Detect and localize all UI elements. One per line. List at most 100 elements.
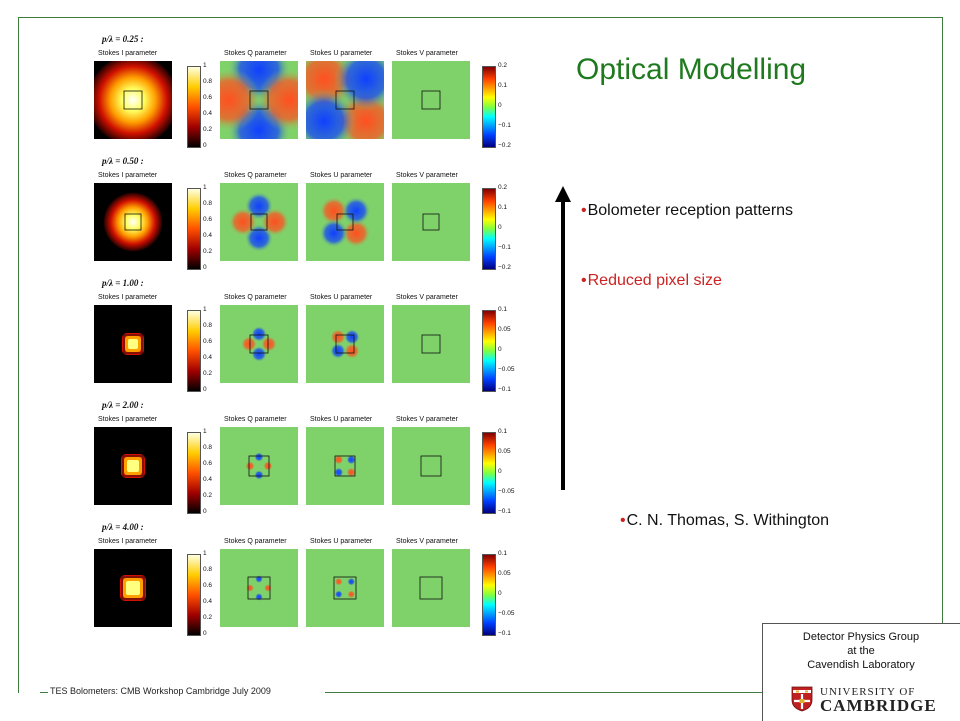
- polarization-colorbar: [482, 432, 496, 514]
- colorbar-tick-label: 0.6: [203, 460, 213, 467]
- bullet-text: C. N. Thomas, S. Withington: [626, 512, 830, 529]
- panel-title: Stokes V parameter: [396, 50, 458, 57]
- frame-bottom-rule-left: [40, 692, 48, 693]
- colorbar-tick-label: 0: [498, 346, 502, 353]
- frame-right-rule: [942, 17, 943, 623]
- group-line-1: Detector Physics Group: [802, 631, 920, 643]
- colorbar-tick-label: 0: [203, 630, 207, 637]
- stokes-row: p/λ = 1.00 : Stokes I parameter Stokes Q p…: [86, 272, 514, 394]
- up-arrow-shaft: [561, 200, 565, 490]
- colorbar-tick-label: 0.2: [203, 614, 213, 621]
- colorbar-tick-label: 1: [203, 184, 207, 191]
- colorbar-tick-label: 0: [203, 142, 207, 149]
- panel-title: Stokes I parameter: [98, 294, 158, 301]
- bullet-dot: •: [620, 512, 626, 529]
- colorbar-tick-label: 0.1: [498, 306, 508, 313]
- row-label: p/λ = 1.00 :: [102, 278, 144, 288]
- intensity-colorbar: [187, 188, 201, 270]
- colorbar-tick-label: 1: [203, 306, 207, 313]
- colorbar-tick-label: −0.05: [498, 366, 515, 373]
- row-label: p/λ = 0.50 :: [102, 156, 144, 166]
- stokes-v-panel: [392, 305, 470, 383]
- row-label: p/λ = 2.00 :: [102, 400, 144, 410]
- stokes-row: p/λ = 2.00 : Stokes I parameter Stokes Q p…: [86, 394, 514, 516]
- bullet-text: Bolometer reception patterns: [587, 202, 794, 219]
- intensity-colorbar: [187, 554, 201, 636]
- panel-title: Stokes I parameter: [98, 538, 158, 545]
- stokes-v-panel: [392, 183, 470, 261]
- colorbar-tick-label: 0: [498, 590, 502, 597]
- panel-title: Stokes V parameter: [396, 538, 458, 545]
- colorbar-tick-label: 0.8: [203, 566, 213, 573]
- colorbar-tick-label: 0: [203, 386, 207, 393]
- university-of-text: UNIVERSITY OF: [820, 686, 916, 698]
- intensity-colorbar: [187, 310, 201, 392]
- stokes-v-panel: [392, 549, 470, 627]
- colorbar-tick-label: 0.8: [203, 444, 213, 451]
- stokes-row: p/λ = 0.50 : Stokes I parameter Stokes Q p…: [86, 150, 514, 272]
- stokes-q-panel: [220, 61, 298, 139]
- up-arrow-head: [555, 186, 571, 202]
- stokes-row: p/λ = 0.25 : Stokes I parameter Stokes Q p…: [86, 28, 514, 150]
- colorbar-tick-label: 0.05: [498, 448, 511, 455]
- panel-title: Stokes I parameter: [98, 50, 158, 57]
- stokes-parameter-figure: p/λ = 0.25 : Stokes I parameter Stokes Q p…: [86, 28, 514, 642]
- colorbar-tick-label: −0.1: [498, 508, 511, 515]
- colorbar-tick-label: 0: [498, 102, 502, 109]
- stokes-u-panel: [306, 305, 384, 383]
- stokes-u-panel: [306, 183, 384, 261]
- colorbar-tick-label: 0.2: [203, 370, 213, 377]
- stokes-i-panel: [94, 305, 172, 383]
- stokes-u-panel: [306, 61, 384, 139]
- panel-title: Stokes V parameter: [396, 416, 458, 423]
- colorbar-tick-label: 0.2: [203, 248, 213, 255]
- panel-title: Stokes U parameter: [310, 538, 373, 545]
- intensity-colorbar: [187, 66, 201, 148]
- colorbar-tick-label: 0.2: [498, 184, 508, 191]
- colorbar-tick-label: 0.1: [498, 204, 508, 211]
- colorbar-tick-label: 0.4: [203, 110, 213, 117]
- panel-title: Stokes U parameter: [310, 172, 373, 179]
- group-line-3: Cavendish Laboratory: [807, 659, 915, 671]
- intensity-colorbar: [187, 432, 201, 514]
- colorbar-tick-label: 0.4: [203, 354, 213, 361]
- colorbar-tick-label: 0.4: [203, 598, 213, 605]
- polarization-colorbar: [482, 554, 496, 636]
- colorbar-tick-label: −0.2: [498, 264, 511, 271]
- colorbar-tick-label: 0.1: [498, 550, 508, 557]
- polarization-colorbar: [482, 188, 496, 270]
- panel-title: Stokes U parameter: [310, 50, 373, 57]
- colorbar-tick-label: 0.8: [203, 322, 213, 329]
- bullet-reception-patterns: •Bolometer reception patterns: [581, 202, 793, 220]
- bullet-dot: •: [581, 202, 587, 219]
- polarization-colorbar: [482, 310, 496, 392]
- frame-top-rule: [18, 17, 943, 18]
- colorbar-tick-label: 0.1: [498, 428, 508, 435]
- colorbar-tick-label: 0.6: [203, 94, 213, 101]
- group-name: Detector Physics Group at the Cavendish …: [763, 630, 959, 672]
- frame-left-rule: [18, 17, 19, 693]
- stokes-q-panel: [220, 427, 298, 505]
- panel-title: Stokes Q parameter: [224, 50, 287, 57]
- colorbar-tick-label: 0.6: [203, 582, 213, 589]
- panel-title: Stokes U parameter: [310, 294, 373, 301]
- bullet-reduced-pixel-size: •Reduced pixel size: [581, 272, 722, 290]
- colorbar-tick-label: 0.1: [498, 82, 508, 89]
- panel-title: Stokes I parameter: [98, 172, 158, 179]
- panel-title: Stokes Q parameter: [224, 538, 287, 545]
- colorbar-tick-label: 1: [203, 62, 207, 69]
- panel-title: Stokes V parameter: [396, 294, 458, 301]
- panel-title: Stokes Q parameter: [224, 416, 287, 423]
- colorbar-tick-label: −0.1: [498, 386, 511, 393]
- colorbar-tick-label: 0.6: [203, 338, 213, 345]
- panel-title: Stokes Q parameter: [224, 294, 287, 301]
- row-label: p/λ = 0.25 :: [102, 34, 144, 44]
- colorbar-tick-label: 0.05: [498, 326, 511, 333]
- stokes-i-panel: [94, 183, 172, 261]
- footer-text: TES Bolometers: CMB Workshop Cambridge J…: [50, 686, 271, 696]
- stokes-i-panel: [94, 427, 172, 505]
- colorbar-tick-label: 0: [203, 264, 207, 271]
- bullet-text: Reduced pixel size: [587, 272, 722, 289]
- group-line-2: at the: [847, 645, 875, 657]
- stokes-v-panel: [392, 427, 470, 505]
